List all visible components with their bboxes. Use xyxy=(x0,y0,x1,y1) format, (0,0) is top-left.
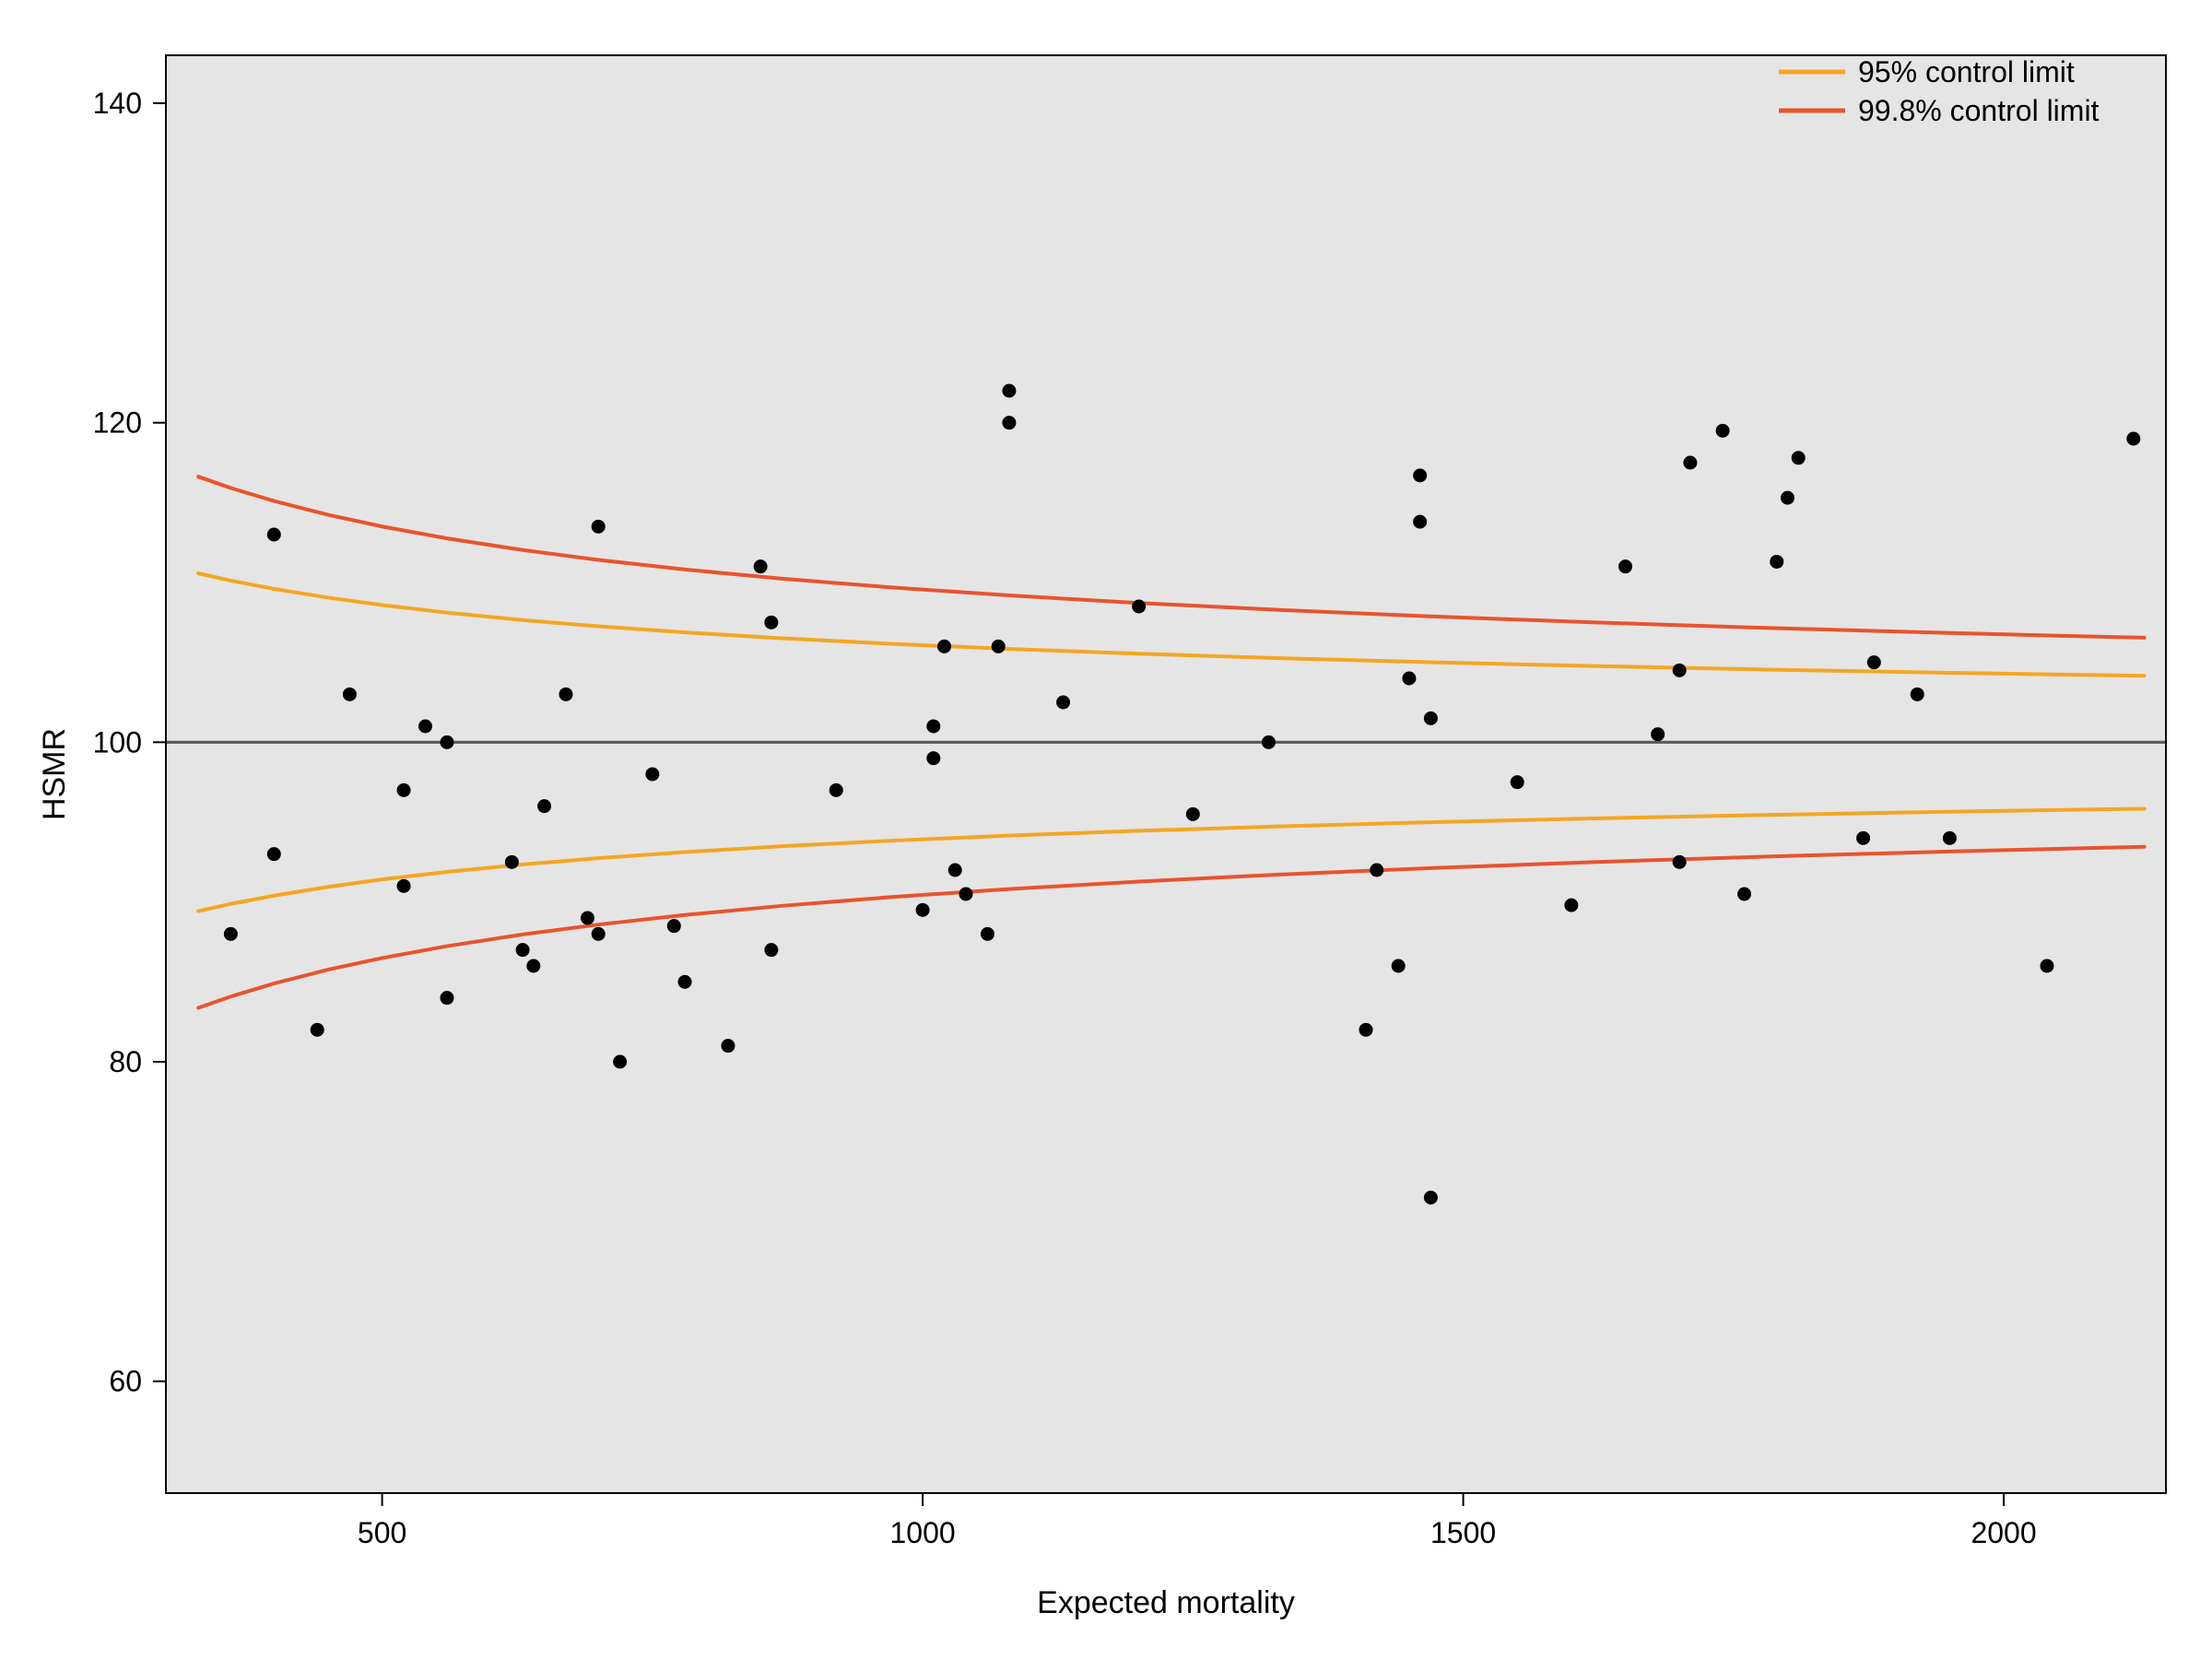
data-point xyxy=(830,783,843,797)
data-point xyxy=(1792,451,1806,465)
data-point xyxy=(1911,688,1924,701)
data-point xyxy=(1413,468,1427,482)
x-tick-label: 500 xyxy=(358,1516,406,1549)
x-tick-label: 1500 xyxy=(1430,1516,1496,1549)
data-point xyxy=(537,799,551,813)
data-point xyxy=(418,720,432,734)
data-point xyxy=(1424,712,1438,725)
data-point xyxy=(948,864,962,877)
data-point xyxy=(267,528,281,542)
data-point xyxy=(981,927,994,941)
data-point xyxy=(526,959,540,973)
funnel-plot: 500 1000 1500 2000 60 80 100 120 140 Expected mor… xyxy=(0,0,2212,1659)
data-point xyxy=(613,1055,627,1069)
data-point xyxy=(224,927,238,941)
data-point xyxy=(764,616,778,629)
data-point xyxy=(440,991,453,1005)
y-tick-label: 120 xyxy=(93,406,142,440)
data-point xyxy=(1056,696,1070,710)
data-point xyxy=(1511,775,1524,789)
data-point xyxy=(1424,1191,1438,1205)
data-point xyxy=(1262,735,1276,749)
data-point xyxy=(1943,831,1957,845)
data-point xyxy=(1867,655,1881,669)
data-point xyxy=(937,640,951,653)
data-point xyxy=(959,888,973,901)
data-point xyxy=(926,720,940,734)
y-tick-label: 80 xyxy=(109,1045,142,1078)
data-point xyxy=(2040,959,2053,973)
data-point xyxy=(678,975,692,989)
data-point xyxy=(721,1039,735,1053)
data-point xyxy=(1673,664,1687,677)
y-axis-label: HSMR xyxy=(37,728,72,820)
data-point xyxy=(581,912,594,925)
data-point xyxy=(1781,491,1794,505)
data-point xyxy=(592,927,606,941)
data-point xyxy=(1673,855,1687,869)
y-tick-label: 140 xyxy=(93,87,142,120)
data-point xyxy=(992,640,1006,653)
data-point xyxy=(645,768,659,782)
plot-panel xyxy=(166,55,2166,1493)
data-point xyxy=(311,1023,324,1037)
data-point xyxy=(1002,416,1016,429)
data-point xyxy=(1132,600,1146,614)
x-tick-label: 1000 xyxy=(889,1516,955,1549)
legend-label: 95% control limit xyxy=(1858,55,2075,88)
data-point xyxy=(516,943,530,957)
data-point xyxy=(1370,864,1383,877)
data-point xyxy=(1683,456,1697,470)
data-point xyxy=(764,943,778,957)
data-point xyxy=(505,855,519,869)
x-tick-label: 2000 xyxy=(1971,1516,2036,1549)
x-axis-label: Expected mortality xyxy=(1037,1585,1295,1620)
data-point xyxy=(1392,959,1406,973)
data-point xyxy=(1186,807,1200,821)
data-point xyxy=(267,847,281,861)
data-point xyxy=(559,688,573,701)
data-point xyxy=(754,559,768,573)
data-point xyxy=(343,688,357,701)
data-point xyxy=(1359,1023,1373,1037)
data-point xyxy=(397,783,411,797)
data-point xyxy=(440,735,453,749)
data-point xyxy=(926,751,940,765)
y-tick-label: 60 xyxy=(109,1365,142,1398)
legend-label: 99.8% control limit xyxy=(1858,94,2100,127)
data-point xyxy=(1402,672,1416,686)
data-point xyxy=(1770,555,1783,569)
data-point xyxy=(1737,888,1751,901)
data-point xyxy=(1413,515,1427,529)
data-point xyxy=(1618,559,1632,573)
data-point xyxy=(667,919,681,933)
data-point xyxy=(397,879,411,893)
data-point xyxy=(2126,432,2140,446)
data-point xyxy=(1002,384,1016,398)
data-point xyxy=(592,520,606,534)
y-tick-label: 100 xyxy=(93,725,142,759)
chart-svg: 500 1000 1500 2000 60 80 100 120 140 Expected mor… xyxy=(0,0,2212,1659)
data-point xyxy=(1856,831,1870,845)
data-point xyxy=(1716,424,1730,438)
data-point xyxy=(1651,727,1665,741)
data-point xyxy=(916,903,930,917)
data-point xyxy=(1564,899,1578,912)
